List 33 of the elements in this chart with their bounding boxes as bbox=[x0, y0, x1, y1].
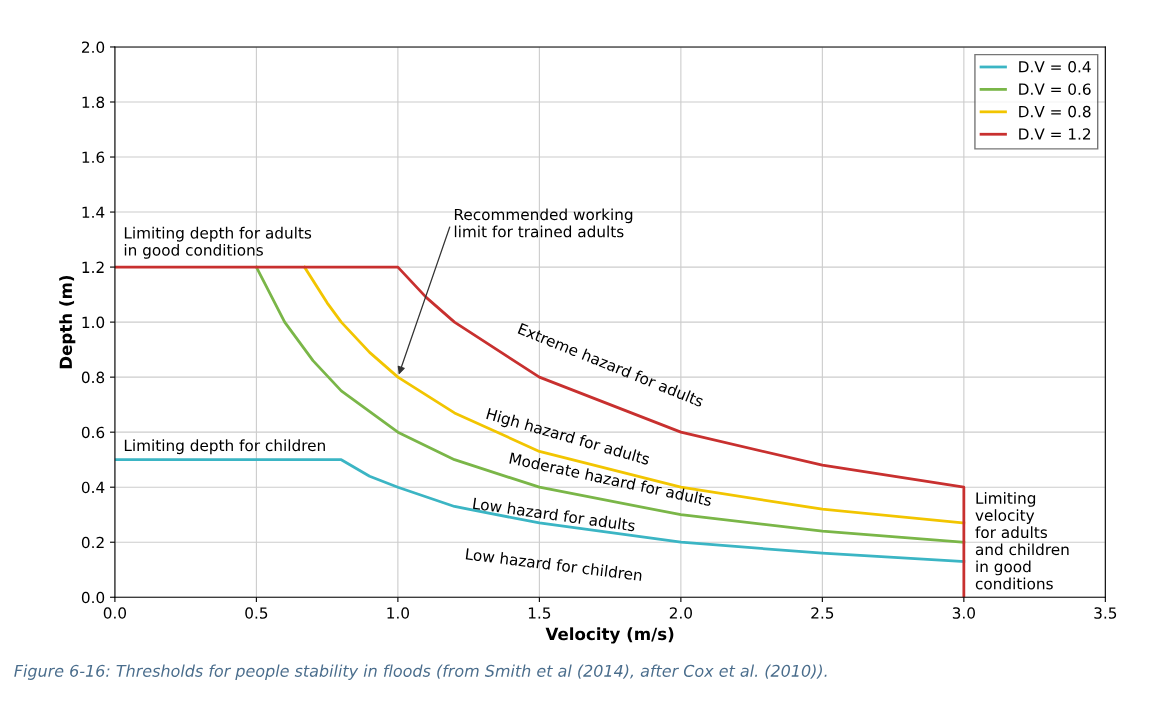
x-axis-title: Velocity (m/s) bbox=[545, 627, 674, 644]
y-tick-label: 0.2 bbox=[81, 536, 104, 549]
y-tick-label: 1.6 bbox=[82, 151, 105, 164]
y-tick-label: 1.0 bbox=[82, 316, 105, 329]
line-series bbox=[114, 265, 966, 598]
y-tick-label: 1.8 bbox=[82, 96, 105, 109]
y-tick-label: 0.8 bbox=[81, 371, 105, 384]
y-tick-label: 1.2 bbox=[82, 261, 104, 273]
annotation: Limiting depth for children bbox=[124, 439, 325, 455]
annotation: Recommended working limit for trained adults bbox=[454, 208, 633, 238]
y-axis-title: Depth (m) bbox=[59, 275, 76, 369]
x-tick-label: 0.0 bbox=[103, 607, 127, 619]
annotation: Low hazard for children bbox=[465, 547, 643, 582]
y-tick-label: 0.0 bbox=[81, 591, 105, 604]
y-tick-label: 1.4 bbox=[82, 206, 105, 218]
legend-label: D.V = 0.8 bbox=[1019, 105, 1091, 118]
x-tick-label: 2.0 bbox=[669, 607, 692, 619]
legend-label: D.V = 1.2 bbox=[1019, 128, 1091, 140]
y-tick-label: 2.0 bbox=[82, 41, 105, 53]
x-tick-label: 2.5 bbox=[811, 607, 834, 619]
annotation: Limiting depth for adults in good conditions bbox=[124, 226, 312, 259]
y-tick-label: 0.4 bbox=[81, 481, 105, 494]
x-tick-label: 0.5 bbox=[245, 607, 268, 619]
legend-label: D.V = 0.4 bbox=[1019, 60, 1091, 73]
legend-label: D.V = 0.6 bbox=[1019, 83, 1091, 95]
x-tick-label: 3.0 bbox=[952, 607, 975, 619]
annotation: Low hazard for adults bbox=[472, 497, 636, 532]
x-tick-label: 3.5 bbox=[1094, 607, 1117, 619]
annotation: Limiting velocity for adults and children in good conditions bbox=[975, 492, 1069, 590]
caption: Figure 6-16: Thresholds for people stability in floods (from Smith et al (2014), after Cox et al. (2010)). bbox=[14, 664, 827, 680]
y-tick-label: 0.6 bbox=[81, 426, 105, 439]
x-tick-label: 1.0 bbox=[387, 607, 410, 619]
x-tick-label: 1.5 bbox=[528, 607, 551, 619]
